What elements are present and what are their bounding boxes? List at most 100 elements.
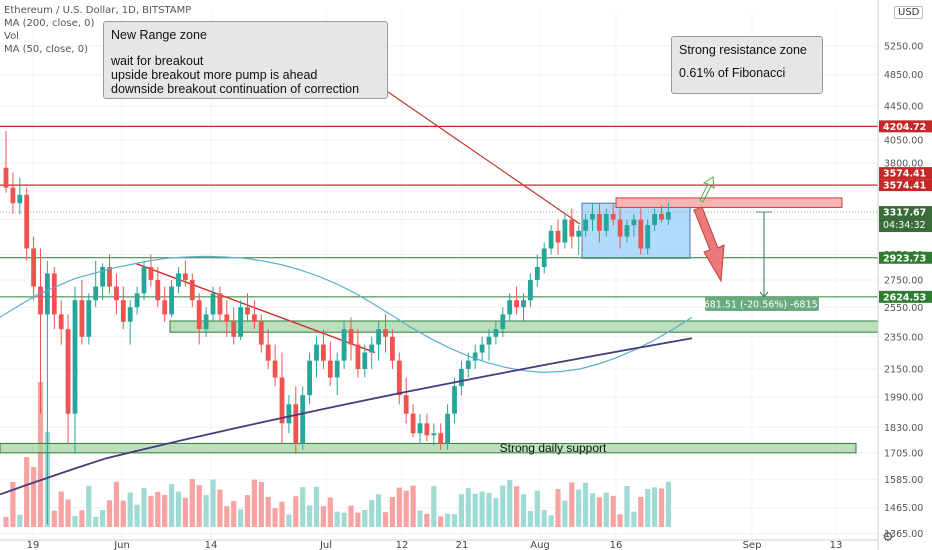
- volume-bar: [10, 481, 16, 527]
- price-tick-label: 3800.00: [884, 158, 923, 169]
- volume-bar: [120, 500, 126, 527]
- candle-body: [38, 286, 43, 315]
- volume-bar: [24, 457, 30, 527]
- volume-bar: [369, 500, 375, 527]
- volume-bar: [403, 490, 409, 527]
- volume-bar: [472, 493, 478, 527]
- price-axis-bg: [878, 0, 932, 550]
- volume-bar: [31, 467, 37, 527]
- candle-body: [314, 344, 319, 361]
- annotations: -681.51 (-20.56%) -68151: [693, 176, 824, 311]
- candle-body: [576, 230, 582, 237]
- candle-body: [45, 273, 50, 315]
- candle-body: [355, 344, 361, 369]
- moving-averages: [0, 255, 693, 496]
- candle-body: [638, 219, 644, 249]
- volume-bar: [210, 479, 216, 527]
- candle-body: [189, 279, 195, 301]
- price-tick-label: 5250.00: [884, 42, 923, 53]
- volume-bar: [300, 487, 306, 527]
- price-tick-label: 1465.00: [884, 503, 923, 514]
- candle-body: [424, 423, 430, 436]
- price-label: 4204.72: [883, 122, 926, 133]
- candle-body: [176, 273, 181, 287]
- range-callout-line: upside breakout more pump is ahead: [111, 68, 318, 82]
- legend-vol[interactable]: Vol: [4, 31, 19, 42]
- candle-body: [217, 293, 223, 315]
- candle-body: [31, 248, 36, 287]
- volume-bar: [617, 514, 623, 527]
- price-tick-label: 1990.00: [884, 392, 923, 403]
- candle-body: [203, 314, 209, 330]
- candle-body: [541, 248, 547, 268]
- range-callout-line: downside breakout continuation of correc…: [111, 82, 360, 96]
- candle-body: [369, 344, 375, 353]
- resistance-zone-callout[interactable]: Strong resistance zone 0.61% of Fibonacc…: [671, 36, 823, 94]
- candle-body: [265, 344, 271, 361]
- candle-body: [417, 423, 423, 434]
- legend-ma200[interactable]: MA (200, close, 0): [4, 18, 95, 29]
- bullish-arrow: [699, 176, 715, 203]
- ma50-line: [0, 255, 693, 374]
- candle-body: [652, 213, 657, 226]
- volume-bar: [638, 496, 644, 527]
- price-tick-label: 2750.00: [884, 275, 923, 286]
- candle-body: [307, 360, 312, 396]
- candle-body: [383, 329, 388, 337]
- volume-bar: [596, 497, 602, 527]
- price-tick-label: 2550.00: [884, 303, 923, 314]
- candle-body: [86, 300, 92, 337]
- price-tick-label: 1365.00: [884, 529, 923, 540]
- volume-bar: [279, 501, 285, 527]
- volume-bar: [514, 486, 520, 527]
- volume-bar: [376, 494, 382, 527]
- volume-bar: [562, 500, 568, 527]
- candle-body: [362, 352, 368, 369]
- price-axis: 1365.00 1465.00 1585.00 1705.00 1830.00 1990.…: [877, 0, 932, 550]
- bearish-arrow: [693, 206, 725, 283]
- volume-bar: [479, 491, 485, 527]
- candle-body: [534, 267, 540, 280]
- gear-icon[interactable]: ⚙: [882, 529, 894, 544]
- price-tick-label: 2350.00: [884, 332, 923, 343]
- volume-bar: [265, 496, 271, 527]
- candle-body: [58, 314, 64, 330]
- volume-bar: [313, 486, 320, 527]
- candle-body: [196, 300, 202, 330]
- range-callout-title: New Range zone: [111, 28, 207, 42]
- countdown-label: 04:34:32: [883, 220, 926, 231]
- volume-bar: [251, 479, 257, 527]
- volume-bar: [93, 516, 99, 527]
- chart-legend: Ethereum / U.S. Dollar, 1D, BITSTAMP MA …: [4, 4, 191, 56]
- volume-bar: [341, 512, 347, 527]
- candle-body: [521, 300, 526, 308]
- candle-body: [452, 386, 457, 414]
- volume-bar: [106, 500, 113, 527]
- volume-bar: [583, 482, 589, 527]
- volume-bar: [258, 482, 264, 527]
- range-zone-callout[interactable]: New Range zone wait for breakout upside …: [103, 21, 388, 99]
- candle-body: [155, 279, 161, 301]
- candle-body: [10, 187, 16, 204]
- time-tick-label: 12: [396, 540, 409, 550]
- volume-bar: [458, 494, 464, 527]
- price-label: 2624.53: [883, 292, 926, 303]
- time-tick-label: 19: [27, 540, 40, 550]
- candle-body: [666, 212, 671, 220]
- currency-button[interactable]: USD: [894, 6, 924, 19]
- volume-bar: [79, 510, 85, 527]
- measure-label: -681.51 (-20.56%) -68151: [700, 300, 823, 311]
- time-tick-label: Jun: [113, 540, 130, 550]
- volume-bar: [589, 493, 596, 527]
- volume-bar: [155, 491, 161, 527]
- candle-body: [293, 404, 299, 444]
- volume-bar: [610, 495, 616, 527]
- candle-body: [555, 230, 561, 243]
- legend-ma50[interactable]: MA (50, close, 0): [4, 44, 89, 55]
- candle-body: [528, 279, 533, 301]
- volume-bar: [327, 497, 333, 527]
- candle-body: [72, 300, 78, 414]
- candle-body: [51, 273, 57, 315]
- horizontal-levels: [0, 125, 878, 298]
